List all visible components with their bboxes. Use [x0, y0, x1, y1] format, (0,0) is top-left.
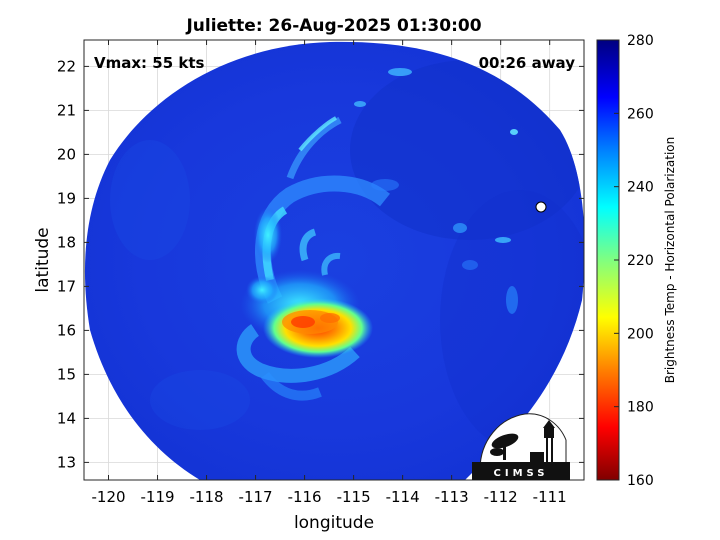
away-label: 00:26 away — [479, 54, 576, 72]
y-axis-label: latitude — [33, 227, 53, 292]
y-tick-label: 18 — [57, 233, 76, 251]
colorbar-label: Brightness Temp - Horizontal Polarizatio… — [663, 137, 677, 384]
colorbar-tick-label: 280 — [627, 33, 654, 49]
x-tick-label: -114 — [386, 488, 420, 506]
y-tick-label: 21 — [57, 101, 76, 119]
axis-ticks — [84, 40, 584, 480]
x-tick-label: -113 — [435, 488, 469, 506]
colorbar-ticks: 280 260 240 220 200 180 160 — [614, 33, 654, 489]
colorbar-tick-label: 200 — [627, 326, 654, 342]
y-tick-label: 20 — [57, 145, 76, 163]
logo-text: CIMSS — [494, 468, 549, 479]
y-tick-label: 22 — [57, 57, 76, 75]
y-tick-label: 16 — [57, 321, 76, 339]
colorbar-tick-label: 180 — [627, 400, 654, 416]
x-tick-label: -118 — [190, 488, 224, 506]
cimss-logo: CIMSS — [472, 413, 570, 480]
chart-title: Juliette: 26-Aug-2025 01:30:00 — [185, 16, 481, 36]
y-tick-label: 17 — [57, 277, 76, 295]
y-tick-label: 15 — [57, 365, 76, 383]
vmax-label: Vmax: 55 kts — [94, 54, 204, 72]
x-tick-label: -112 — [484, 488, 518, 506]
colorbar-tick-label: 220 — [627, 253, 654, 269]
y-tick-label: 14 — [57, 409, 76, 427]
y-tick-label: 19 — [57, 189, 76, 207]
y-tick-labels: 22 21 20 19 18 17 16 15 14 13 — [57, 57, 76, 471]
x-tick-label: -120 — [91, 488, 125, 506]
brightness-temperature-image — [85, 41, 584, 480]
x-tick-label: -116 — [288, 488, 322, 506]
x-axis-label: longitude — [294, 513, 374, 533]
x-tick-label: -115 — [337, 488, 371, 506]
x-tick-label: -119 — [141, 488, 175, 506]
x-tick-label: -117 — [239, 488, 273, 506]
colorbar-tick-label: 260 — [627, 106, 654, 122]
colorbar-tick-label: 160 — [627, 473, 654, 489]
x-tick-label: -111 — [533, 488, 567, 506]
y-tick-label: 13 — [57, 453, 76, 471]
colorbar-tick-label: 240 — [627, 180, 654, 196]
x-tick-labels: -120 -119 -118 -117 -116 -115 -114 -113 -112 -111 — [91, 488, 566, 506]
